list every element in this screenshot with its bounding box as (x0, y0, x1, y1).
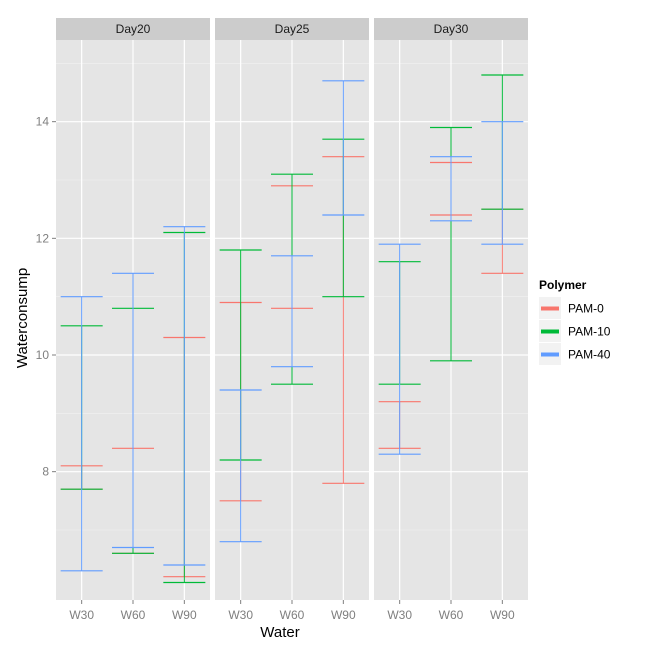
x-tick-label: W90 (490, 608, 515, 622)
errorbar-pam-40-w60 (430, 156, 472, 222)
x-tick-label: W90 (331, 608, 356, 622)
legend-item-pam-40: PAM-40 (539, 343, 611, 365)
facet-strip (56, 18, 210, 40)
x-tick-label: W30 (69, 608, 94, 622)
legend-label: PAM-40 (568, 348, 611, 362)
facet-panel-day20: Day20 W30 W60 W90 (56, 18, 210, 622)
facet-strip-label: Day30 (434, 22, 469, 36)
y-tick-label: 8 (42, 465, 49, 479)
errorbar-pam-40-w90 (163, 226, 206, 566)
errorbar-pam-40-w90 (481, 121, 524, 245)
facet-strip-label: Day25 (275, 22, 310, 36)
x-tick-label: W60 (121, 608, 146, 622)
facet-strip (374, 18, 528, 40)
errorbar-pam-40-w30 (378, 243, 421, 455)
x-tick-label: W60 (439, 608, 464, 622)
errorbar-pam-40-w60 (112, 272, 154, 549)
y-tick-label: 10 (36, 348, 50, 362)
facet-panel-day30: Day30 W30 W60 W90 (374, 18, 528, 622)
x-tick-label: W30 (228, 608, 253, 622)
y-tick-label: 14 (36, 115, 50, 129)
y-axis-title: Waterconsump (14, 268, 31, 368)
x-tick-label: W60 (280, 608, 305, 622)
errorbar-pam-40-w90 (322, 80, 365, 216)
facet-strip (215, 18, 369, 40)
legend-label: PAM-0 (568, 302, 604, 316)
legend-item-pam-0: PAM-0 (539, 297, 604, 319)
errorbar-pam-40-w60 (271, 255, 313, 368)
legend-title: Polymer (539, 278, 587, 292)
errorbar-pam-40-w30 (60, 296, 103, 572)
legend-label: PAM-10 (568, 325, 611, 339)
errorbar-pam-40-w30 (219, 389, 262, 543)
x-tick-label: W90 (172, 608, 197, 622)
y-tick-label: 12 (36, 231, 50, 245)
facet-panel-day25: Day25 W30 W60 W90 (215, 18, 369, 622)
facet-strip-label: Day20 (116, 22, 151, 36)
legend-item-pam-10: PAM-10 (539, 320, 611, 342)
x-tick-label: W30 (387, 608, 412, 622)
x-axis-title: Water (260, 624, 299, 641)
